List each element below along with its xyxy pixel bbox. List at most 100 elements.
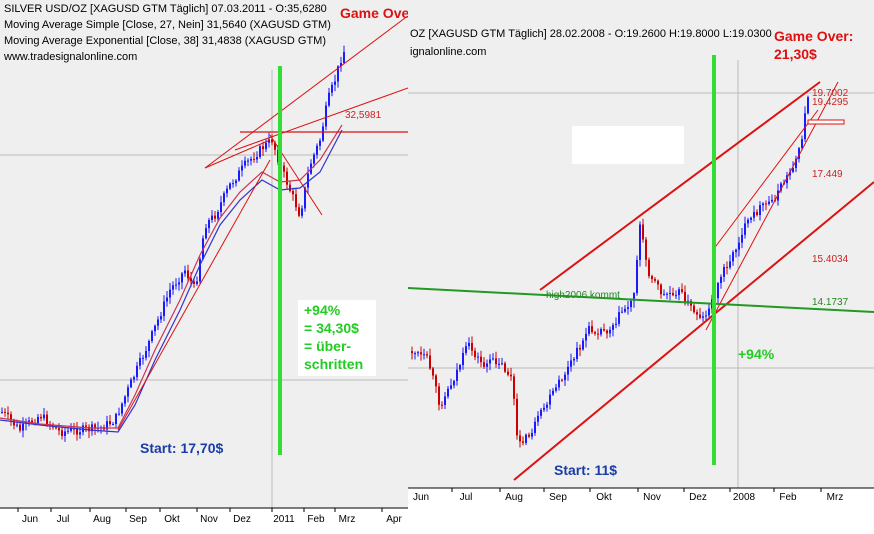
left-candle-6 (19, 424, 21, 431)
right-candle-119 (768, 201, 770, 205)
right-channel-inner-2 (712, 109, 819, 251)
left-candle-51 (154, 325, 156, 332)
left-candle-49 (148, 340, 150, 351)
right-candle-120 (771, 199, 773, 202)
right-candle-130 (801, 139, 803, 149)
left-candle-48 (145, 350, 147, 358)
left-candle-5 (16, 424, 18, 426)
left-candle-3 (10, 414, 12, 421)
left-candle-65 (196, 281, 198, 284)
right-candle-118 (765, 203, 767, 205)
left-candle-7 (22, 423, 24, 431)
right-candle-88 (675, 295, 677, 297)
right-candle-67 (612, 324, 614, 330)
left-candle-61 (184, 270, 186, 274)
left-candle-22 (67, 430, 69, 432)
right-candle-42 (537, 415, 539, 422)
right-candle-36 (519, 435, 521, 442)
right-candle-82 (657, 280, 659, 285)
right-candle-56 (579, 347, 581, 350)
right-candle-53 (570, 360, 572, 367)
right-candle-24 (483, 362, 485, 367)
left-candle-50 (151, 331, 153, 341)
left-candle-108 (325, 105, 327, 127)
left-candle-56 (169, 289, 171, 298)
left-candle-71 (214, 215, 216, 219)
right-high-label: high2006 kommt (546, 290, 620, 301)
right-candle-99 (708, 308, 710, 316)
left-candle-43 (130, 379, 132, 388)
left-candle-14 (43, 414, 45, 419)
left-ema-line (0, 129, 343, 433)
left-candle-98 (295, 194, 297, 208)
right-candle-76 (639, 224, 641, 260)
left-candle-1 (4, 411, 6, 413)
left-x-tick-10: Apr (386, 514, 402, 525)
right-candle-12 (447, 388, 449, 397)
right-candle-55 (576, 347, 578, 359)
right-candle-31 (504, 363, 506, 372)
right-candle-84 (663, 293, 665, 295)
left-candle-91 (274, 142, 276, 150)
left-x-tick-3: Sep (129, 514, 147, 525)
right-candle-78 (645, 239, 647, 260)
right-candle-58 (585, 333, 587, 341)
left-candle-88 (265, 142, 267, 150)
left-candle-4 (13, 420, 15, 426)
right-candle-109 (738, 242, 740, 250)
left-candle-0 (1, 411, 3, 413)
right-candle-112 (747, 219, 749, 224)
right-level-1: 19.7002 (812, 88, 849, 99)
left-candle-40 (121, 403, 123, 414)
left-candle-69 (208, 220, 210, 229)
left-candle-54 (163, 301, 165, 317)
left-candle-82 (247, 160, 249, 162)
right-candle-29 (498, 363, 500, 365)
right-candle-74 (633, 293, 635, 301)
right-x-tick-1: Jul (460, 492, 473, 503)
right-candle-86 (669, 293, 671, 295)
right-candle-2 (417, 352, 419, 354)
right-candle-129 (798, 148, 800, 159)
right-candle-23 (480, 356, 482, 363)
right-candle-70 (621, 311, 623, 313)
right-x-tick-2: Aug (505, 492, 523, 503)
right-candle-57 (582, 340, 584, 350)
left-candle-63 (190, 278, 192, 282)
right-candle-128 (795, 158, 797, 168)
right-candle-64 (603, 329, 605, 331)
right-candle-107 (732, 252, 734, 262)
right-x-tick-6: Dez (689, 492, 707, 503)
left-candle-46 (139, 358, 141, 366)
right-candle-123 (780, 183, 782, 191)
left-trendline-upper (204, 17, 406, 169)
right-x-tick-0: Jun (413, 492, 429, 503)
right-candle-87 (672, 293, 674, 296)
right-candle-19 (468, 342, 470, 347)
right-level-2: 19.4295 (812, 97, 849, 108)
left-top-line (204, 139, 271, 169)
left-candle-28 (85, 425, 87, 427)
right-candle-46 (549, 394, 551, 405)
left-game-over: Game Over? (340, 5, 408, 21)
left-chart-svg: Jun Jul Aug Sep Okt Nov Dez 2011 Feb Mrz Apr (0, 17, 408, 525)
right-chart-panel: Jun Jul Aug Sep Okt Nov Dez 2008 Feb Mrz OZ [XAGU… (408, 0, 874, 534)
right-candle-127 (792, 167, 794, 172)
left-title: SILVER USD/OZ [XAGUSD GTM Täglich] 07.03… (4, 3, 327, 15)
right-candle-33 (510, 374, 512, 377)
left-candle-77 (232, 183, 234, 185)
right-candle-116 (759, 205, 761, 215)
right-candle-34 (513, 376, 515, 399)
right-candle-52 (567, 366, 569, 375)
right-candle-117 (762, 203, 764, 206)
right-candle-5 (426, 354, 428, 356)
right-candle-115 (756, 211, 758, 215)
left-candle-68 (205, 228, 207, 239)
right-candle-85 (666, 293, 668, 295)
left-gain-line3: = über- (304, 338, 352, 354)
right-candle-77 (642, 224, 644, 240)
right-candle-15 (456, 369, 458, 381)
right-candle-91 (684, 291, 686, 304)
left-candle-107 (322, 126, 324, 141)
left-candle-23 (70, 428, 72, 431)
